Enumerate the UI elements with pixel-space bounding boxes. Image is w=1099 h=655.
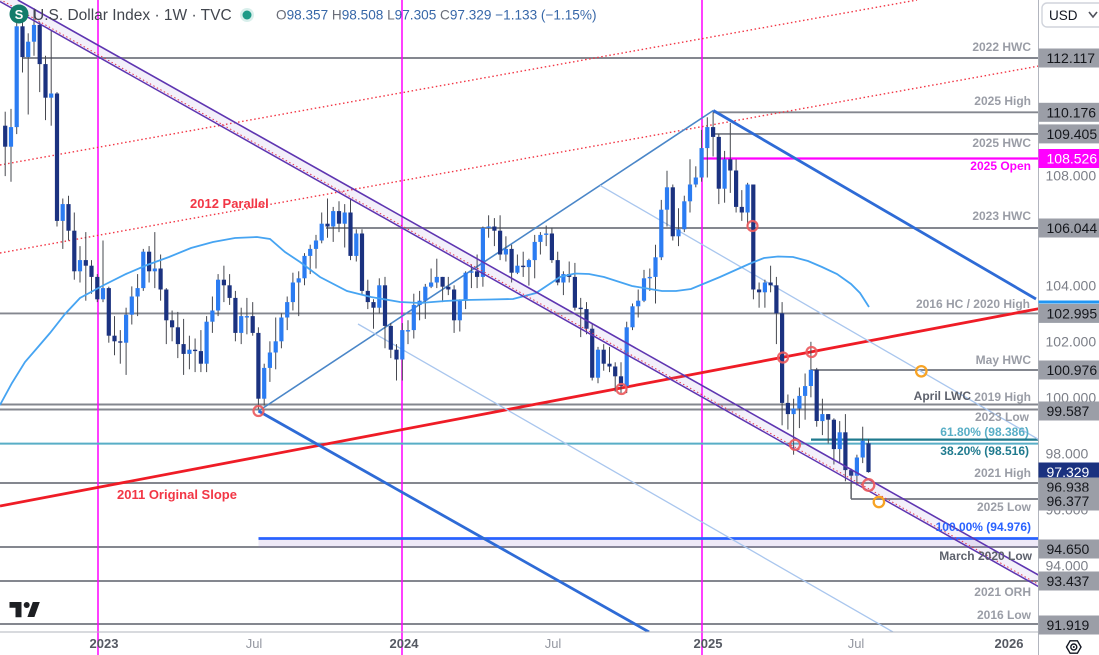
svg-text:112.117: 112.117 bbox=[1047, 50, 1096, 66]
svg-text:2025 High: 2025 High bbox=[974, 94, 1031, 108]
svg-text:96.938: 96.938 bbox=[1047, 479, 1090, 495]
svg-text:110.176: 110.176 bbox=[1047, 104, 1097, 120]
svg-text:106.044: 106.044 bbox=[1047, 220, 1098, 236]
svg-text:O98.357 H98.508 L97.305 C97.32: O98.357 H98.508 L97.305 C97.329 −1.133 (… bbox=[276, 8, 596, 23]
svg-text:102.000: 102.000 bbox=[1046, 333, 1097, 349]
svg-text:38.20% (98.516): 38.20% (98.516) bbox=[940, 444, 1029, 458]
svg-text:2012 Parallel: 2012 Parallel bbox=[190, 196, 269, 211]
svg-text:108.000: 108.000 bbox=[1046, 167, 1097, 183]
svg-text:U.S. Dollar Index · 1W · TVC: U.S. Dollar Index · 1W · TVC bbox=[33, 7, 232, 24]
svg-text:2016 Low: 2016 Low bbox=[977, 608, 1032, 622]
svg-text:2021 ORH: 2021 ORH bbox=[974, 585, 1031, 599]
svg-text:96.377: 96.377 bbox=[1047, 493, 1090, 509]
svg-text:2019 High: 2019 High bbox=[974, 390, 1031, 404]
svg-text:94.650: 94.650 bbox=[1047, 541, 1090, 557]
svg-text:2025: 2025 bbox=[694, 636, 723, 651]
svg-text:Jul: Jul bbox=[848, 636, 865, 651]
svg-text:100.976: 100.976 bbox=[1047, 362, 1098, 378]
svg-text:94.000: 94.000 bbox=[1046, 557, 1089, 573]
svg-text:98.000: 98.000 bbox=[1046, 445, 1089, 461]
svg-text:109.405: 109.405 bbox=[1047, 126, 1098, 142]
svg-text:99.587: 99.587 bbox=[1047, 403, 1090, 419]
svg-text:Jul: Jul bbox=[545, 636, 562, 651]
svg-text:61.80% (98.386): 61.80% (98.386) bbox=[940, 425, 1029, 439]
svg-text:2011 Original Slope: 2011 Original Slope bbox=[117, 487, 237, 502]
svg-text:108.526: 108.526 bbox=[1047, 151, 1098, 167]
svg-text:100.00% (94.976): 100.00% (94.976) bbox=[936, 520, 1031, 534]
svg-text:93.437: 93.437 bbox=[1047, 573, 1090, 589]
svg-text:102.995: 102.995 bbox=[1047, 305, 1098, 321]
svg-text:April LWC: April LWC bbox=[914, 389, 972, 403]
svg-text:91.919: 91.919 bbox=[1047, 617, 1090, 633]
svg-text:2025 Open: 2025 Open bbox=[970, 159, 1031, 173]
svg-text:2026: 2026 bbox=[995, 636, 1024, 651]
svg-text:S: S bbox=[15, 7, 24, 22]
svg-text:100.000: 100.000 bbox=[1046, 389, 1097, 405]
svg-text:97.329: 97.329 bbox=[1047, 464, 1090, 480]
svg-text:March 2020 Low: March 2020 Low bbox=[939, 549, 1032, 563]
svg-text:2023 Low: 2023 Low bbox=[975, 410, 1030, 424]
svg-text:2024: 2024 bbox=[390, 636, 420, 651]
svg-text:May HWC: May HWC bbox=[976, 353, 1032, 367]
svg-text:2023 HWC: 2023 HWC bbox=[972, 209, 1031, 223]
svg-text:USD: USD bbox=[1049, 8, 1078, 23]
svg-text:2022 HWC: 2022 HWC bbox=[972, 40, 1031, 54]
svg-text:2023: 2023 bbox=[90, 636, 119, 651]
svg-text:Jul: Jul bbox=[246, 636, 263, 651]
svg-text:104.000: 104.000 bbox=[1046, 277, 1097, 293]
svg-text:2016 HC / 2020 High: 2016 HC / 2020 High bbox=[916, 297, 1030, 311]
svg-text:2025 Low: 2025 Low bbox=[977, 500, 1032, 514]
svg-text:2025 HWC: 2025 HWC bbox=[972, 136, 1031, 150]
svg-text:2021 High: 2021 High bbox=[974, 466, 1031, 480]
